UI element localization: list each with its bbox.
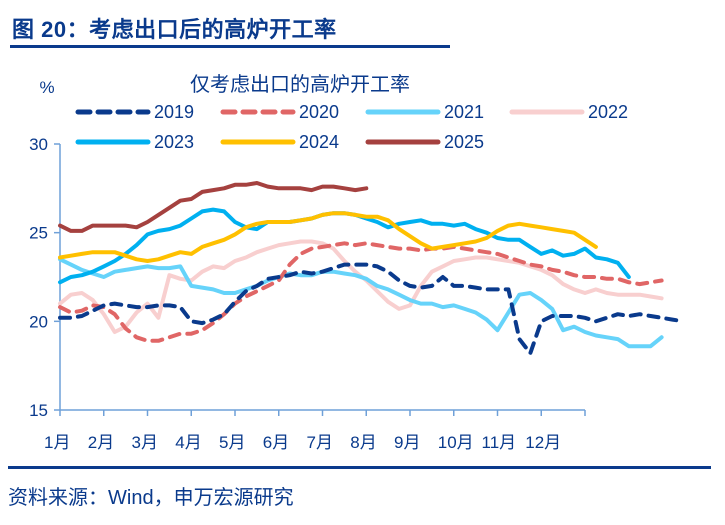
legend-item-2020: 2020 [220, 102, 339, 122]
x-tick-label: 8月 [350, 433, 376, 452]
source-note: 资料来源：Wind，申万宏源研究 [8, 487, 294, 509]
legend-label-2019: 2019 [154, 102, 194, 122]
x-tick-label: 9月 [394, 433, 420, 452]
series-line-2025 [58, 181, 369, 233]
legend-label-2022: 2022 [588, 102, 628, 122]
series-line-2019 [58, 262, 686, 356]
x-tick-label: 1月 [44, 433, 70, 452]
legend-label-2025: 2025 [444, 132, 484, 152]
x-tick-label: 3月 [132, 433, 158, 452]
x-tick-label: 2月 [88, 433, 114, 452]
figure-title: 图 20：考虑出口后的高炉开工率 [12, 17, 337, 42]
legend-item-2019: 2019 [75, 102, 194, 122]
x-tick-label: 12月 [525, 433, 561, 452]
legend-item-2022: 2022 [509, 102, 628, 122]
legend: 2019 2020 2021 2022 2023 2024 2025 [75, 102, 628, 152]
y-tick-label: 20 [29, 312, 48, 331]
x-tick-label: 10月 [438, 433, 474, 452]
series-lines [58, 181, 686, 356]
x-tick-label: 5月 [219, 433, 245, 452]
chart-title: 仅考虑出口的高炉开工率 [190, 73, 410, 96]
y-axis-label: % [39, 78, 54, 97]
y-tick-label: 25 [29, 224, 48, 243]
legend-label-2024: 2024 [299, 132, 339, 152]
source-divider [8, 466, 711, 469]
series-line-2021 [58, 257, 664, 349]
legend-label-2021: 2021 [444, 102, 484, 122]
legend-label-2023: 2023 [154, 132, 194, 152]
series-line-2020 [58, 241, 664, 343]
legend-item-2024: 2024 [220, 132, 339, 152]
legend-item-2021: 2021 [365, 102, 484, 122]
x-tick-label: 7月 [307, 433, 333, 452]
y-tick-label: 15 [29, 401, 48, 420]
series-line-2024 [58, 211, 598, 263]
x-tick-label: 6月 [263, 433, 289, 452]
title-divider [10, 45, 450, 48]
x-tick-label: 11月 [482, 433, 517, 452]
legend-item-2023: 2023 [75, 132, 194, 152]
legend-item-2025: 2025 [365, 132, 484, 152]
legend-label-2020: 2020 [299, 102, 339, 122]
y-tick-label: 30 [29, 135, 48, 154]
x-tick-label: 4月 [175, 433, 201, 452]
